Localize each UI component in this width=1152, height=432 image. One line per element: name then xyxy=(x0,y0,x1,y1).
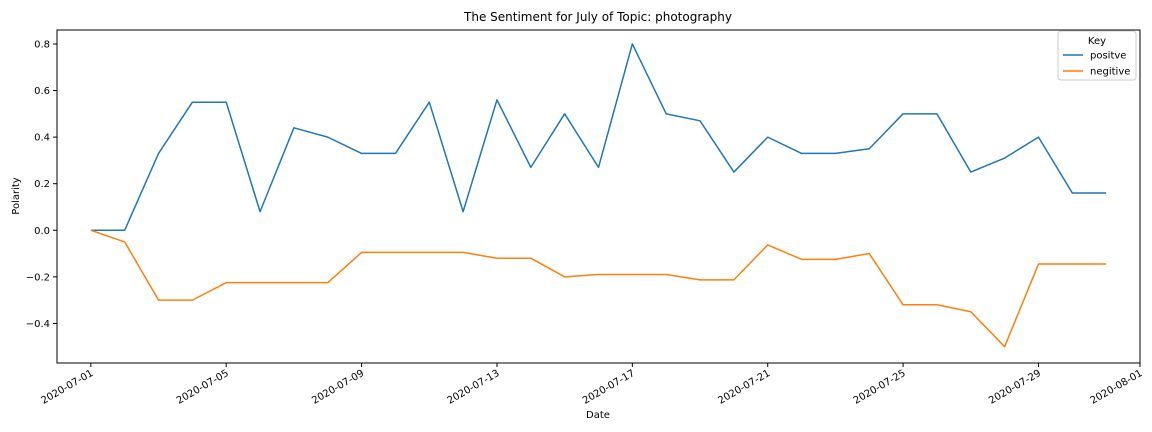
chart-title: The Sentiment for July of Topic: photogr… xyxy=(463,10,732,24)
y-tick-label: 0.4 xyxy=(34,133,50,144)
x-tick-label: 2020-08-01 xyxy=(1089,368,1145,407)
x-tick-label: 2020-07-25 xyxy=(852,368,908,407)
y-tick-label: 0.6 xyxy=(34,86,50,97)
y-tick-label: −0.4 xyxy=(26,319,50,330)
y-axis: 0.8 0.6 0.4 0.2 0.0 −0.2 −0.4 xyxy=(26,39,57,330)
y-tick-label: 0.0 xyxy=(34,226,50,237)
x-tick-label: 2020-07-21 xyxy=(716,368,772,407)
legend: Key positve negitive xyxy=(1057,30,1137,81)
x-tick-label: 2020-07-05 xyxy=(175,368,231,407)
x-tick-label: 2020-07-17 xyxy=(581,368,637,407)
y-tick-label: 0.2 xyxy=(34,179,50,190)
x-tick-label: 2020-07-01 xyxy=(40,368,96,407)
plot-area xyxy=(56,29,1141,364)
y-tick-label: −0.2 xyxy=(26,272,50,283)
series-line-positve xyxy=(90,43,1107,232)
series-line-negitive xyxy=(90,229,1107,348)
x-tick-label: 2020-07-29 xyxy=(987,368,1043,407)
x-tick-label: 2020-07-13 xyxy=(446,368,502,407)
x-tick-label: 2020-07-09 xyxy=(310,368,366,407)
plot-frame xyxy=(56,29,1141,364)
legend-title: Key xyxy=(1088,36,1106,47)
legend-box xyxy=(1057,30,1137,81)
y-axis-label: Polarity xyxy=(11,177,22,215)
x-axis: 2020-07-01 2020-07-05 2020-07-09 2020-07-13… xyxy=(40,363,1145,407)
series-layer xyxy=(90,43,1107,348)
x-axis-label: Date xyxy=(586,410,610,421)
legend-label-negitive: negitive xyxy=(1090,67,1130,78)
y-tick-label: 0.8 xyxy=(34,39,50,50)
legend-label-positve: positve xyxy=(1090,51,1126,62)
